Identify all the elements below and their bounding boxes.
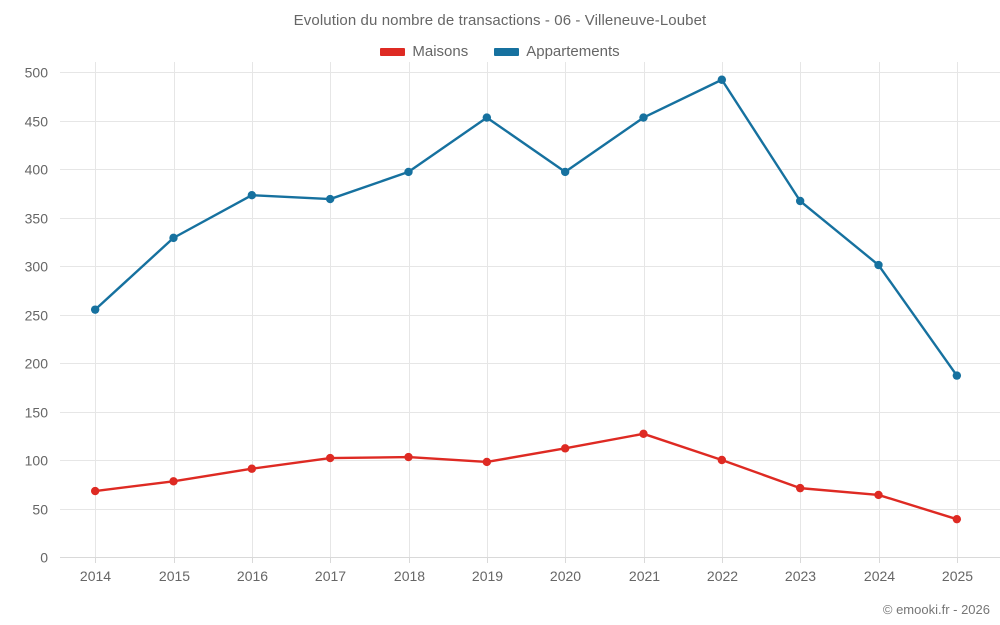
data-point[interactable] bbox=[482, 457, 492, 467]
data-point[interactable] bbox=[325, 194, 335, 204]
y-axis-tick-label: 300 bbox=[25, 259, 49, 275]
footer-attribution: © emooki.fr - 2026 bbox=[882, 602, 990, 617]
data-point[interactable] bbox=[90, 486, 100, 496]
legend-label-appartements: Appartements bbox=[526, 43, 620, 60]
data-point[interactable] bbox=[404, 167, 413, 177]
chart-legend: Maisons Appartements bbox=[0, 44, 1000, 59]
x-axis-tick-label: 2020 bbox=[550, 568, 581, 584]
data-point[interactable] bbox=[482, 113, 492, 122]
grid-lines: 0 50 100 150 200 250 300 350 400 450 500 bbox=[25, 65, 1000, 566]
data-point[interactable] bbox=[560, 444, 570, 453]
series-appartements bbox=[90, 75, 962, 380]
y-axis-tick-label: 100 bbox=[25, 453, 49, 469]
data-point[interactable] bbox=[169, 233, 178, 243]
data-point[interactable] bbox=[90, 305, 100, 314]
x-axis-tick-label: 2017 bbox=[315, 568, 346, 584]
data-point[interactable] bbox=[717, 75, 727, 84]
legend-label-maisons: Maisons bbox=[412, 43, 469, 60]
data-point[interactable] bbox=[247, 190, 257, 200]
data-point[interactable] bbox=[639, 429, 648, 439]
legend-item-appartements[interactable]: Appartements bbox=[494, 43, 620, 60]
data-point[interactable] bbox=[325, 453, 335, 463]
y-axis-tick-label: 150 bbox=[25, 405, 49, 421]
chart-title: Evolution du nombre de transactions - 06… bbox=[293, 12, 707, 29]
x-axis-tick-label: 2024 bbox=[864, 568, 895, 584]
series-line-appartements bbox=[93, 78, 959, 377]
x-axis-tick-label: 2023 bbox=[785, 568, 816, 584]
data-point[interactable] bbox=[404, 452, 413, 462]
data-point[interactable] bbox=[247, 464, 257, 473]
y-axis-tick-label: 500 bbox=[25, 65, 49, 81]
x-axis-tick-label: 2019 bbox=[472, 568, 503, 584]
data-point[interactable] bbox=[795, 483, 805, 493]
data-point[interactable] bbox=[874, 260, 883, 270]
series-maisons bbox=[90, 429, 962, 524]
data-point[interactable] bbox=[795, 196, 805, 206]
x-axis-tick-label: 2015 bbox=[159, 568, 190, 584]
x-axis-tick-label: 2022 bbox=[707, 568, 738, 584]
data-point[interactable] bbox=[952, 514, 962, 524]
data-point[interactable] bbox=[560, 167, 570, 177]
y-axis-tick-label: 400 bbox=[25, 162, 49, 178]
series-line-maisons bbox=[93, 432, 959, 521]
y-axis-tick-label: 50 bbox=[32, 502, 48, 518]
legend-swatch-maisons bbox=[380, 47, 406, 56]
x-axis-tick-label: 2021 bbox=[629, 568, 660, 584]
y-axis-tick-label: 350 bbox=[25, 211, 49, 227]
data-point[interactable] bbox=[169, 477, 178, 486]
data-point[interactable] bbox=[639, 113, 648, 122]
x-axis-tick-label: 2025 bbox=[942, 568, 973, 584]
x-axis-tick-label: 2018 bbox=[394, 568, 425, 584]
x-axis-tick-label: 2014 bbox=[80, 568, 111, 584]
legend-item-maisons[interactable]: Maisons bbox=[380, 44, 468, 59]
y-axis-tick-label: 200 bbox=[25, 356, 49, 372]
x-axis: 2014 2015 2016 2017 2018 2019 2020 2021 2022 2023… bbox=[80, 62, 973, 584]
data-point[interactable] bbox=[717, 455, 727, 465]
y-axis-tick-label: 450 bbox=[25, 114, 49, 130]
y-axis-tick-label: 0 bbox=[40, 550, 48, 566]
data-point[interactable] bbox=[952, 371, 962, 380]
legend-swatch-appartements bbox=[494, 47, 520, 56]
y-axis-tick-label: 250 bbox=[25, 308, 49, 324]
data-point[interactable] bbox=[874, 490, 883, 500]
x-axis-tick-label: 2016 bbox=[237, 568, 268, 584]
